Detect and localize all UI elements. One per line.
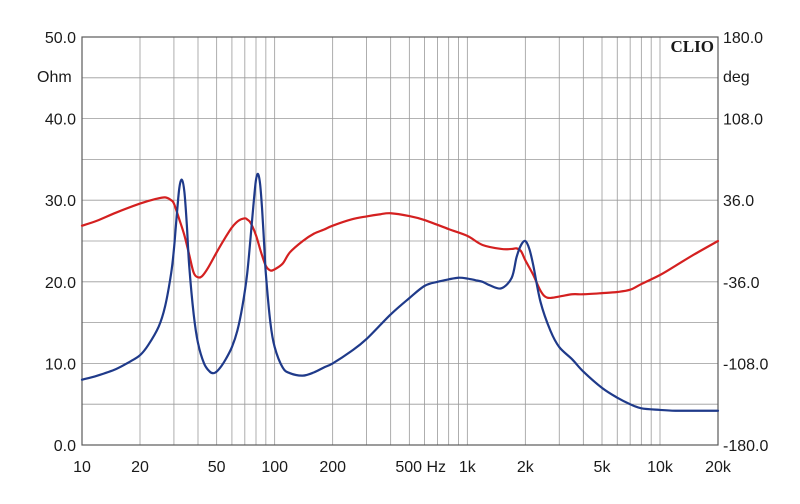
left-tick-label: 20.0 xyxy=(45,275,76,292)
left-tick-label: 50.0 xyxy=(45,30,76,47)
right-tick-label: 36.0 xyxy=(723,193,754,210)
brand-label: CLIO xyxy=(671,37,714,56)
x-tick-label: 10k xyxy=(647,459,674,476)
series-layer xyxy=(80,172,720,412)
right-tick-label: -36.0 xyxy=(723,275,760,292)
left-tick-label: 10.0 xyxy=(45,356,76,373)
x-tick-label: 200 xyxy=(319,459,346,476)
right-tick-label: 108.0 xyxy=(723,112,763,129)
grid-lines xyxy=(82,37,718,445)
x-tick-label: 50 xyxy=(208,459,226,476)
left-tick-label: 30.0 xyxy=(45,193,76,210)
x-tick-label: 20 xyxy=(131,459,149,476)
impedance-curve xyxy=(80,172,720,412)
right-tick-label: 180.0 xyxy=(723,30,763,47)
left-tick-label: 0.0 xyxy=(54,438,76,455)
x-tick-label: 2k xyxy=(517,459,535,476)
right-axis-unit: deg xyxy=(723,69,750,86)
x-tick-label: 20k xyxy=(705,459,732,476)
x-tick-label: 10 xyxy=(73,459,91,476)
x-tick-label: 100 xyxy=(261,459,288,476)
left-axis-unit: Ohm xyxy=(37,69,72,86)
x-tick-label: 1k xyxy=(459,459,477,476)
left-tick-label: 40.0 xyxy=(45,112,76,129)
right-tick-label: -108.0 xyxy=(723,356,768,373)
right-tick-label: -180.0 xyxy=(723,438,768,455)
axis-labels: 10 20 50 100 200 500 Hz 1k 2k 5k 10k 20k 0.0 10.0 20.… xyxy=(45,30,769,476)
x-tick-label: 5k xyxy=(594,459,612,476)
x-tick-label: 500 Hz xyxy=(395,459,446,476)
